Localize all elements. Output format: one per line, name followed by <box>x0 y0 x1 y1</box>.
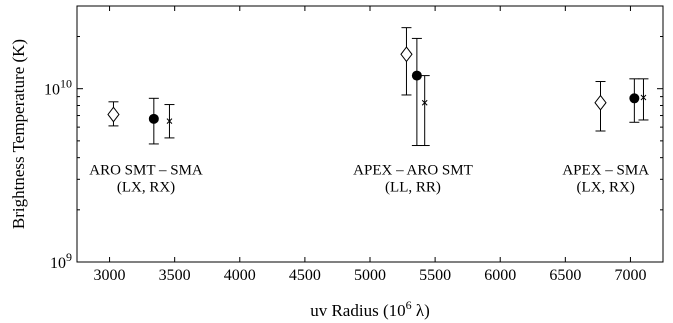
x-tick-label: 3500 <box>159 267 191 284</box>
y-tick-label: 109 <box>50 250 72 272</box>
circle-marker <box>629 93 640 104</box>
baseline-annotation: ARO SMT – SMA (LX, RX) <box>89 162 203 195</box>
annotations: ARO SMT – SMA (LX, RX) APEX – ARO SMT (LL, … <box>89 162 649 195</box>
diamond-marker <box>107 106 120 123</box>
y-axis-title: Brightness Temperature (K) <box>9 39 28 229</box>
circle-marker <box>148 113 159 124</box>
x-tick-label: 5000 <box>354 267 386 284</box>
x-marker <box>166 118 173 124</box>
x-tick-label: 4500 <box>289 267 321 284</box>
x-tick-label: 5500 <box>419 267 451 284</box>
x-axis: 3000 3500 4000 4500 5000 5500 6000 6500 7000 <box>94 6 646 284</box>
x-tick-label: 3000 <box>94 267 126 284</box>
x-tick-label: 6000 <box>484 267 516 284</box>
baseline-annotation: APEX – SMA (LX, RX) <box>562 162 649 195</box>
baseline-annotation: APEX – ARO SMT (LL, RR) <box>353 162 473 195</box>
x-tick-label: 6500 <box>549 267 581 284</box>
y-tick-label: 1010 <box>44 77 72 99</box>
y-axis: 109 1010 <box>44 5 663 272</box>
x-tick-label: 7000 <box>614 267 646 284</box>
diamond-marker <box>594 94 607 111</box>
x-marker <box>421 99 428 106</box>
x-marker <box>640 94 647 101</box>
circle-marker <box>411 70 422 81</box>
x-tick-label: 4000 <box>224 267 256 284</box>
data-marks <box>107 27 649 147</box>
plot-frame <box>76 5 664 263</box>
x-axis-title: uv Radius (106 λ) <box>310 298 430 320</box>
diamond-marker <box>400 46 413 63</box>
